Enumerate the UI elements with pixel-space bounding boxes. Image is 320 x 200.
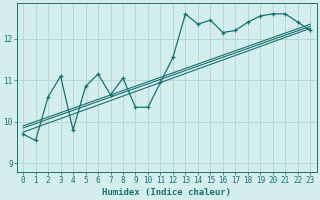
X-axis label: Humidex (Indice chaleur): Humidex (Indice chaleur) [102, 188, 231, 197]
